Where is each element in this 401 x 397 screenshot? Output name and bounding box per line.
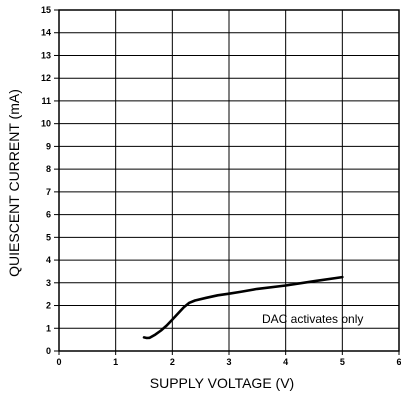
x-tick-label-6: 6 (396, 357, 401, 367)
x-tick-label-4: 4 (283, 357, 288, 367)
grid (59, 10, 399, 351)
y-tick-label-12: 12 (41, 73, 51, 83)
x-tick-label-3: 3 (226, 357, 231, 367)
x-tick-label-5: 5 (340, 357, 345, 367)
x-ticks: 0 1 2 3 4 5 6 (56, 351, 401, 367)
series-layer (142, 275, 344, 340)
y-tick-label-15: 15 (41, 5, 51, 15)
x-tick-label-0: 0 (56, 357, 61, 367)
y-tick-label-10: 10 (41, 119, 51, 129)
series-line-0 (142, 275, 344, 340)
x-axis-title: SUPPLY VOLTAGE (V) (150, 375, 294, 391)
x-tick-label-1: 1 (113, 357, 118, 367)
y-tick-label-1: 1 (46, 323, 51, 333)
y-tick-label-6: 6 (46, 210, 51, 220)
y-tick-label-8: 8 (46, 164, 51, 174)
annotation: DAC activates only (262, 312, 363, 326)
y-tick-label-14: 14 (41, 28, 51, 38)
y-tick-label-13: 13 (41, 50, 51, 60)
y-tick-label-4: 4 (46, 255, 51, 265)
y-tick-label-11: 11 (41, 96, 51, 106)
y-tick-label-0: 0 (46, 346, 51, 356)
y-tick-label-3: 3 (46, 278, 51, 288)
y-axis-title: QUIESCENT CURRENT (mA) (6, 89, 22, 277)
plot-border (58, 9, 400, 352)
x-tick-label-2: 2 (170, 357, 175, 367)
y-tick-label-2: 2 (46, 301, 51, 311)
y-tick-label-9: 9 (46, 141, 51, 151)
y-tick-label-7: 7 (46, 187, 51, 197)
y-tick-label-5: 5 (46, 232, 51, 242)
